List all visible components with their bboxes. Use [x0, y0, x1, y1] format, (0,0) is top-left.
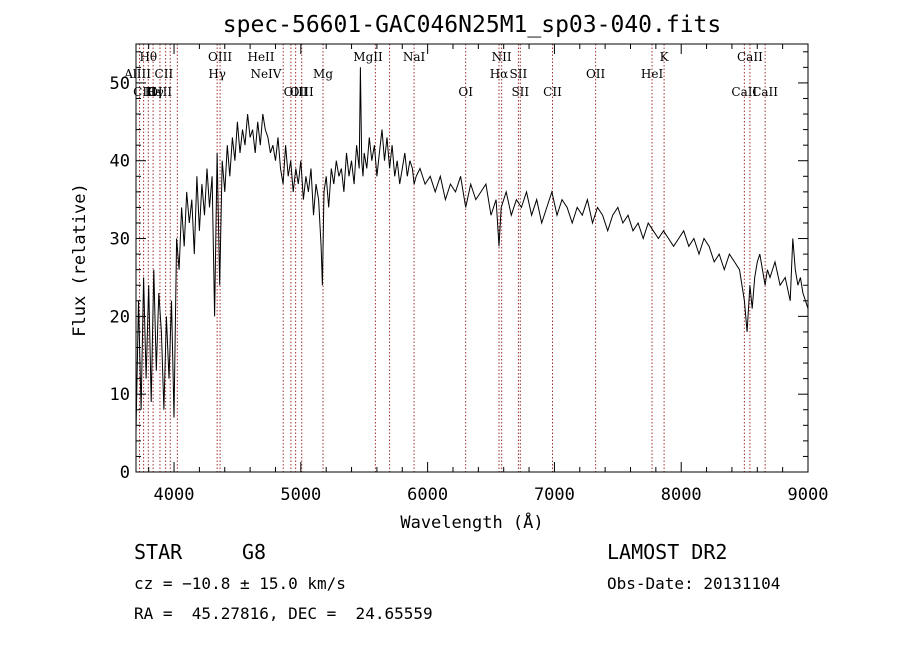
- x-tick-label: 9000: [788, 485, 829, 505]
- line-id-label: OII: [586, 67, 606, 81]
- line-id-label: Mg: [313, 67, 333, 81]
- line-id-label: CII: [543, 85, 562, 99]
- line-id-label: Hθ: [139, 50, 157, 64]
- line-id-label: AlIII: [123, 67, 151, 81]
- plot-frame: [135, 43, 809, 473]
- line-id-label: SII: [511, 85, 529, 99]
- spectrum-line: [135, 67, 809, 434]
- redshift-velocity: cz = −10.8 ± 15.0 km/s: [134, 574, 346, 593]
- line-id-label: CaII: [731, 85, 757, 99]
- line-id-label: MgII: [353, 50, 383, 64]
- x-tick-label: 6000: [407, 485, 448, 505]
- y-tick-label: 10: [110, 385, 130, 405]
- line-id-label: OIII: [284, 85, 308, 99]
- coordinates: RA = 45.27816, DEC = 24.65559: [134, 604, 433, 623]
- line-id-label: CII: [155, 67, 174, 81]
- line-id-label: Hα: [490, 67, 509, 81]
- line-id-label: OIII: [290, 85, 314, 99]
- line-id-label: OI: [458, 85, 473, 99]
- line-id-label: Hγ: [146, 85, 164, 99]
- object-class: STAR: [134, 540, 183, 564]
- line-id-label: OIII: [148, 85, 172, 99]
- y-tick-label: 20: [110, 307, 130, 327]
- y-tick-label: 0: [120, 463, 130, 483]
- line-id-label: HeII: [247, 50, 274, 64]
- line-id-label-group: HθAlIIICIIIHεHγCIIOIIIOIIIHγHeIINeIVOIII…: [123, 50, 778, 99]
- line-id-label: CaII: [752, 85, 778, 99]
- x-tick-label: 4000: [154, 485, 195, 505]
- survey-name: LAMOST DR2: [607, 540, 728, 564]
- observation-date: Obs-Date: 20131104: [607, 574, 781, 593]
- line-id-label: OIII: [208, 50, 232, 64]
- line-id-label: NeIV: [250, 67, 281, 81]
- line-id-label: HeI: [641, 67, 664, 81]
- y-tick-label: 50: [110, 74, 130, 94]
- chart-title: spec-56601-GAC046N25M1_sp03-040.fits: [223, 12, 722, 38]
- line-id-label: CaII: [737, 50, 763, 64]
- x-tick-label: 5000: [280, 485, 321, 505]
- line-id-label: CIII: [133, 85, 157, 99]
- line-id-label: NII: [492, 50, 512, 64]
- line-marker-group: [139, 44, 766, 472]
- x-axis-label: Wavelength (Å): [400, 511, 543, 533]
- y-axis-label: Flux (relative): [70, 183, 90, 337]
- y-tick-label: 30: [110, 230, 130, 250]
- line-id-label: K: [660, 50, 670, 64]
- y-tick-label: 40: [110, 152, 130, 172]
- line-id-label: Hγ: [208, 67, 226, 81]
- x-tick-label: 8000: [661, 485, 702, 505]
- line-id-label: SII: [510, 67, 528, 81]
- object-subclass: G8: [242, 540, 267, 564]
- x-axis-ticks: 4000 5000 6000 7000 8000 9000: [148, 44, 829, 505]
- y-axis-ticks: 0 10 20 30 40 50: [110, 51, 808, 483]
- line-id-label: Hε: [145, 85, 162, 99]
- x-tick-label: 7000: [534, 485, 575, 505]
- line-id-label: NaI: [403, 50, 426, 64]
